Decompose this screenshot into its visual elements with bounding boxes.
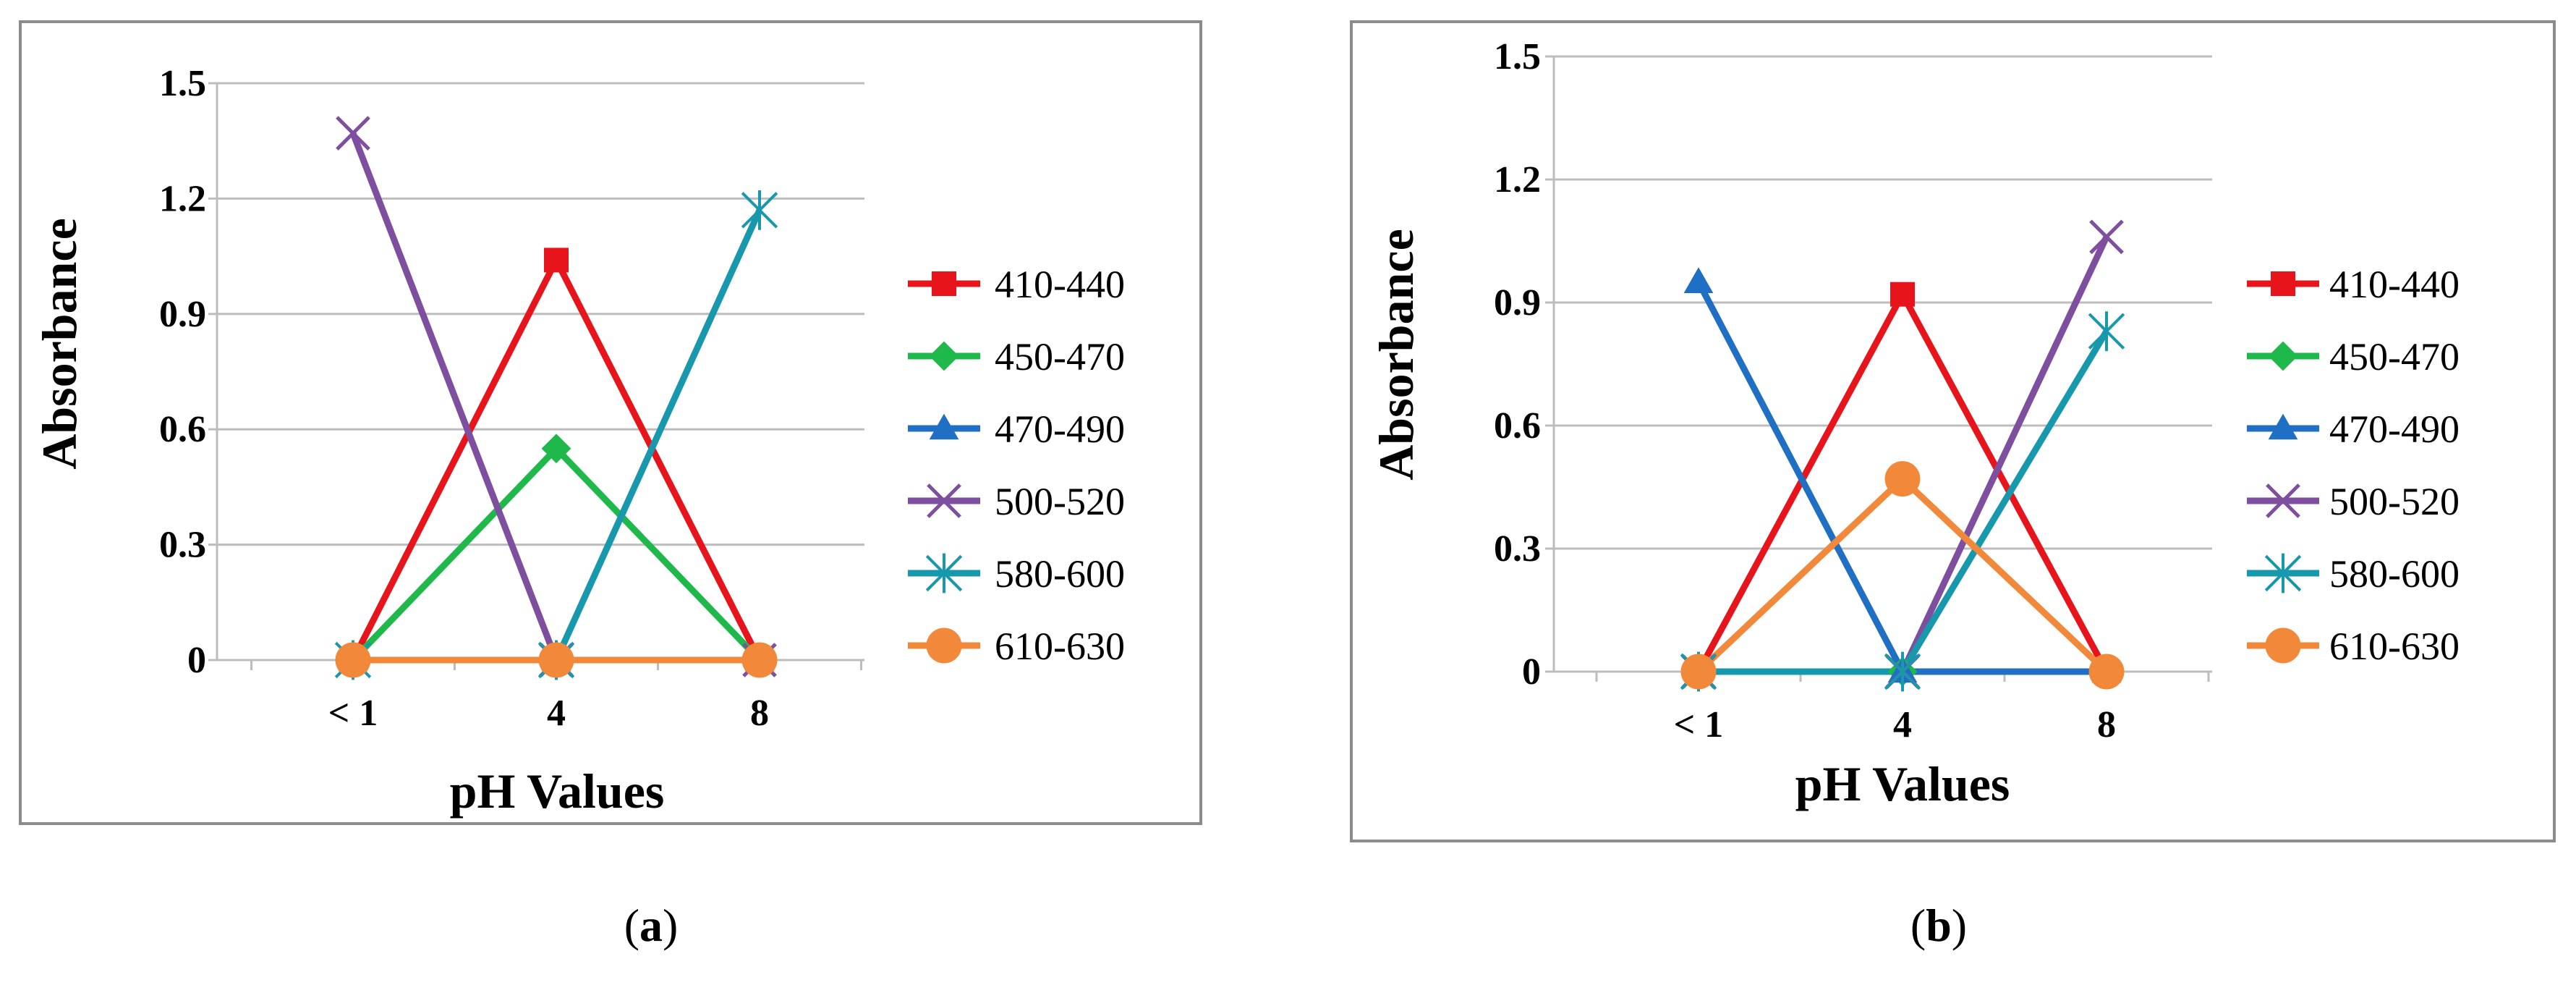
- legend-label: 500-520: [995, 480, 1125, 523]
- legend-item: 470-490: [2247, 407, 2460, 451]
- legend-marker: [2271, 271, 2295, 296]
- data-point-580-600: [741, 190, 778, 230]
- chart-panel-a: 0 0.3 0.6 0.9 1.2 1.5 < 1 4 8 pH Values Absorbance…: [19, 20, 1202, 951]
- legend-label: 610-630: [2329, 625, 2460, 668]
- legend-marker: [926, 627, 962, 664]
- x-axis-title: pH Values: [1795, 756, 2010, 811]
- panel-caption: (b): [1910, 900, 1967, 951]
- series-layer: [334, 116, 778, 680]
- legend-label: 410-440: [995, 263, 1125, 306]
- legend: 410-440 450-470 470-490 500-520 580-600 610-6…: [908, 263, 1125, 668]
- marker-stroke: [2089, 219, 2124, 255]
- legend-marker: [2268, 413, 2298, 440]
- legend-item: 500-520: [2247, 480, 2460, 523]
- y-axis-ticks: 0 0.3 0.6 0.9 1.2 1.5: [159, 63, 206, 681]
- legend-label: 500-520: [2329, 480, 2460, 523]
- legend-item: 470-490: [908, 407, 1125, 451]
- legend-item: 410-440: [2247, 263, 2460, 306]
- data-point-610-630: [2088, 654, 2125, 690]
- y-tick-label: 0.3: [159, 525, 206, 566]
- y-axis-title: Absorbance: [1369, 229, 1424, 481]
- legend-marker: [2268, 341, 2298, 371]
- data-point-500-520: [2089, 219, 2124, 255]
- data-point-610-630: [538, 642, 574, 678]
- caption-paren: (: [624, 900, 639, 951]
- legend-label: 450-470: [2329, 335, 2460, 379]
- caption-paren: (: [1910, 900, 1926, 951]
- y-tick-label: 0.6: [159, 409, 206, 450]
- y-axis-ticks: 0 0.3 0.6 0.9 1.2 1.5: [1494, 36, 1541, 693]
- x-axis-title: pH Values: [450, 764, 665, 819]
- data-point-580-600: [1884, 651, 1921, 692]
- caption-paren: ): [1952, 900, 1967, 951]
- data-point-500-520: [336, 116, 370, 151]
- series-layer: [1680, 219, 2125, 692]
- y-tick-label: 1.2: [1494, 159, 1541, 200]
- legend-label: 450-470: [995, 335, 1125, 379]
- legend-marker: [932, 271, 956, 296]
- y-tick-label: 0.9: [159, 294, 206, 335]
- legend-label: 580-600: [2329, 552, 2460, 596]
- legend-marker: [2266, 483, 2300, 518]
- y-tick-label: 0.9: [1494, 282, 1541, 324]
- caption-letter: b: [1926, 900, 1952, 951]
- y-tick-label: 0.3: [1494, 528, 1541, 570]
- marker-stroke: [927, 483, 961, 518]
- data-point-470-490: [1683, 267, 1714, 293]
- data-point-610-630: [1884, 461, 1921, 497]
- legend-marker: [929, 341, 959, 371]
- legend-marker: [929, 413, 959, 440]
- y-axis-title: Absorbance: [32, 218, 87, 470]
- legend-label: 470-490: [995, 407, 1125, 451]
- marker-stroke: [336, 116, 370, 151]
- caption-paren: ): [663, 900, 678, 951]
- x-tick-label: < 1: [328, 693, 378, 734]
- x-tick-label: < 1: [1674, 704, 1724, 745]
- x-tick-label: 8: [750, 693, 769, 734]
- data-point-410-440: [1890, 282, 1915, 307]
- x-tick-label: 8: [2097, 704, 2116, 745]
- legend-label: 610-630: [995, 625, 1125, 668]
- legend-label: 410-440: [2329, 263, 2460, 306]
- data-point-610-630: [741, 642, 778, 678]
- legend-label: 580-600: [995, 552, 1125, 596]
- legend-label: 470-490: [2329, 407, 2460, 451]
- panel-caption: (a): [624, 900, 679, 951]
- legend-item: 580-600: [2247, 552, 2460, 596]
- legend: 410-440 450-470 470-490 500-520 580-600 610-6…: [2247, 263, 2460, 668]
- caption-letter: a: [639, 900, 663, 951]
- data-point-450-470: [541, 434, 571, 464]
- y-tick-label: 0.6: [1494, 405, 1541, 447]
- y-tick-label: 0: [187, 640, 206, 681]
- marker-stroke: [2266, 483, 2300, 518]
- legend-item: 580-600: [908, 552, 1125, 596]
- data-point-580-600: [2088, 311, 2125, 352]
- legend-item: 450-470: [2247, 335, 2460, 379]
- chart-panel-b: 0 0.3 0.6 0.9 1.2 1.5 < 1 4 8 pH Values Absorbance…: [1350, 20, 2556, 951]
- y-tick-label: 1.2: [159, 178, 206, 219]
- data-point-610-630: [1680, 654, 1717, 690]
- legend-item: 410-440: [908, 263, 1125, 306]
- chart-frame: [1350, 20, 2556, 842]
- legend-marker: [927, 483, 961, 518]
- x-tick-label: 4: [1893, 704, 1912, 745]
- legend-item: 500-520: [908, 480, 1125, 523]
- y-tick-label: 1.5: [159, 63, 206, 104]
- data-point-610-630: [335, 642, 371, 678]
- x-tick-label: 4: [547, 693, 566, 734]
- legend-item: 610-630: [908, 625, 1125, 668]
- legend-item: 450-470: [908, 335, 1125, 379]
- legend-marker: [925, 553, 963, 593]
- legend-item: 610-630: [2247, 625, 2460, 668]
- y-tick-label: 0: [1522, 651, 1541, 693]
- legend-marker: [2265, 627, 2301, 664]
- legend-marker: [2264, 553, 2302, 593]
- y-tick-label: 1.5: [1494, 36, 1541, 77]
- data-point-410-440: [544, 248, 569, 273]
